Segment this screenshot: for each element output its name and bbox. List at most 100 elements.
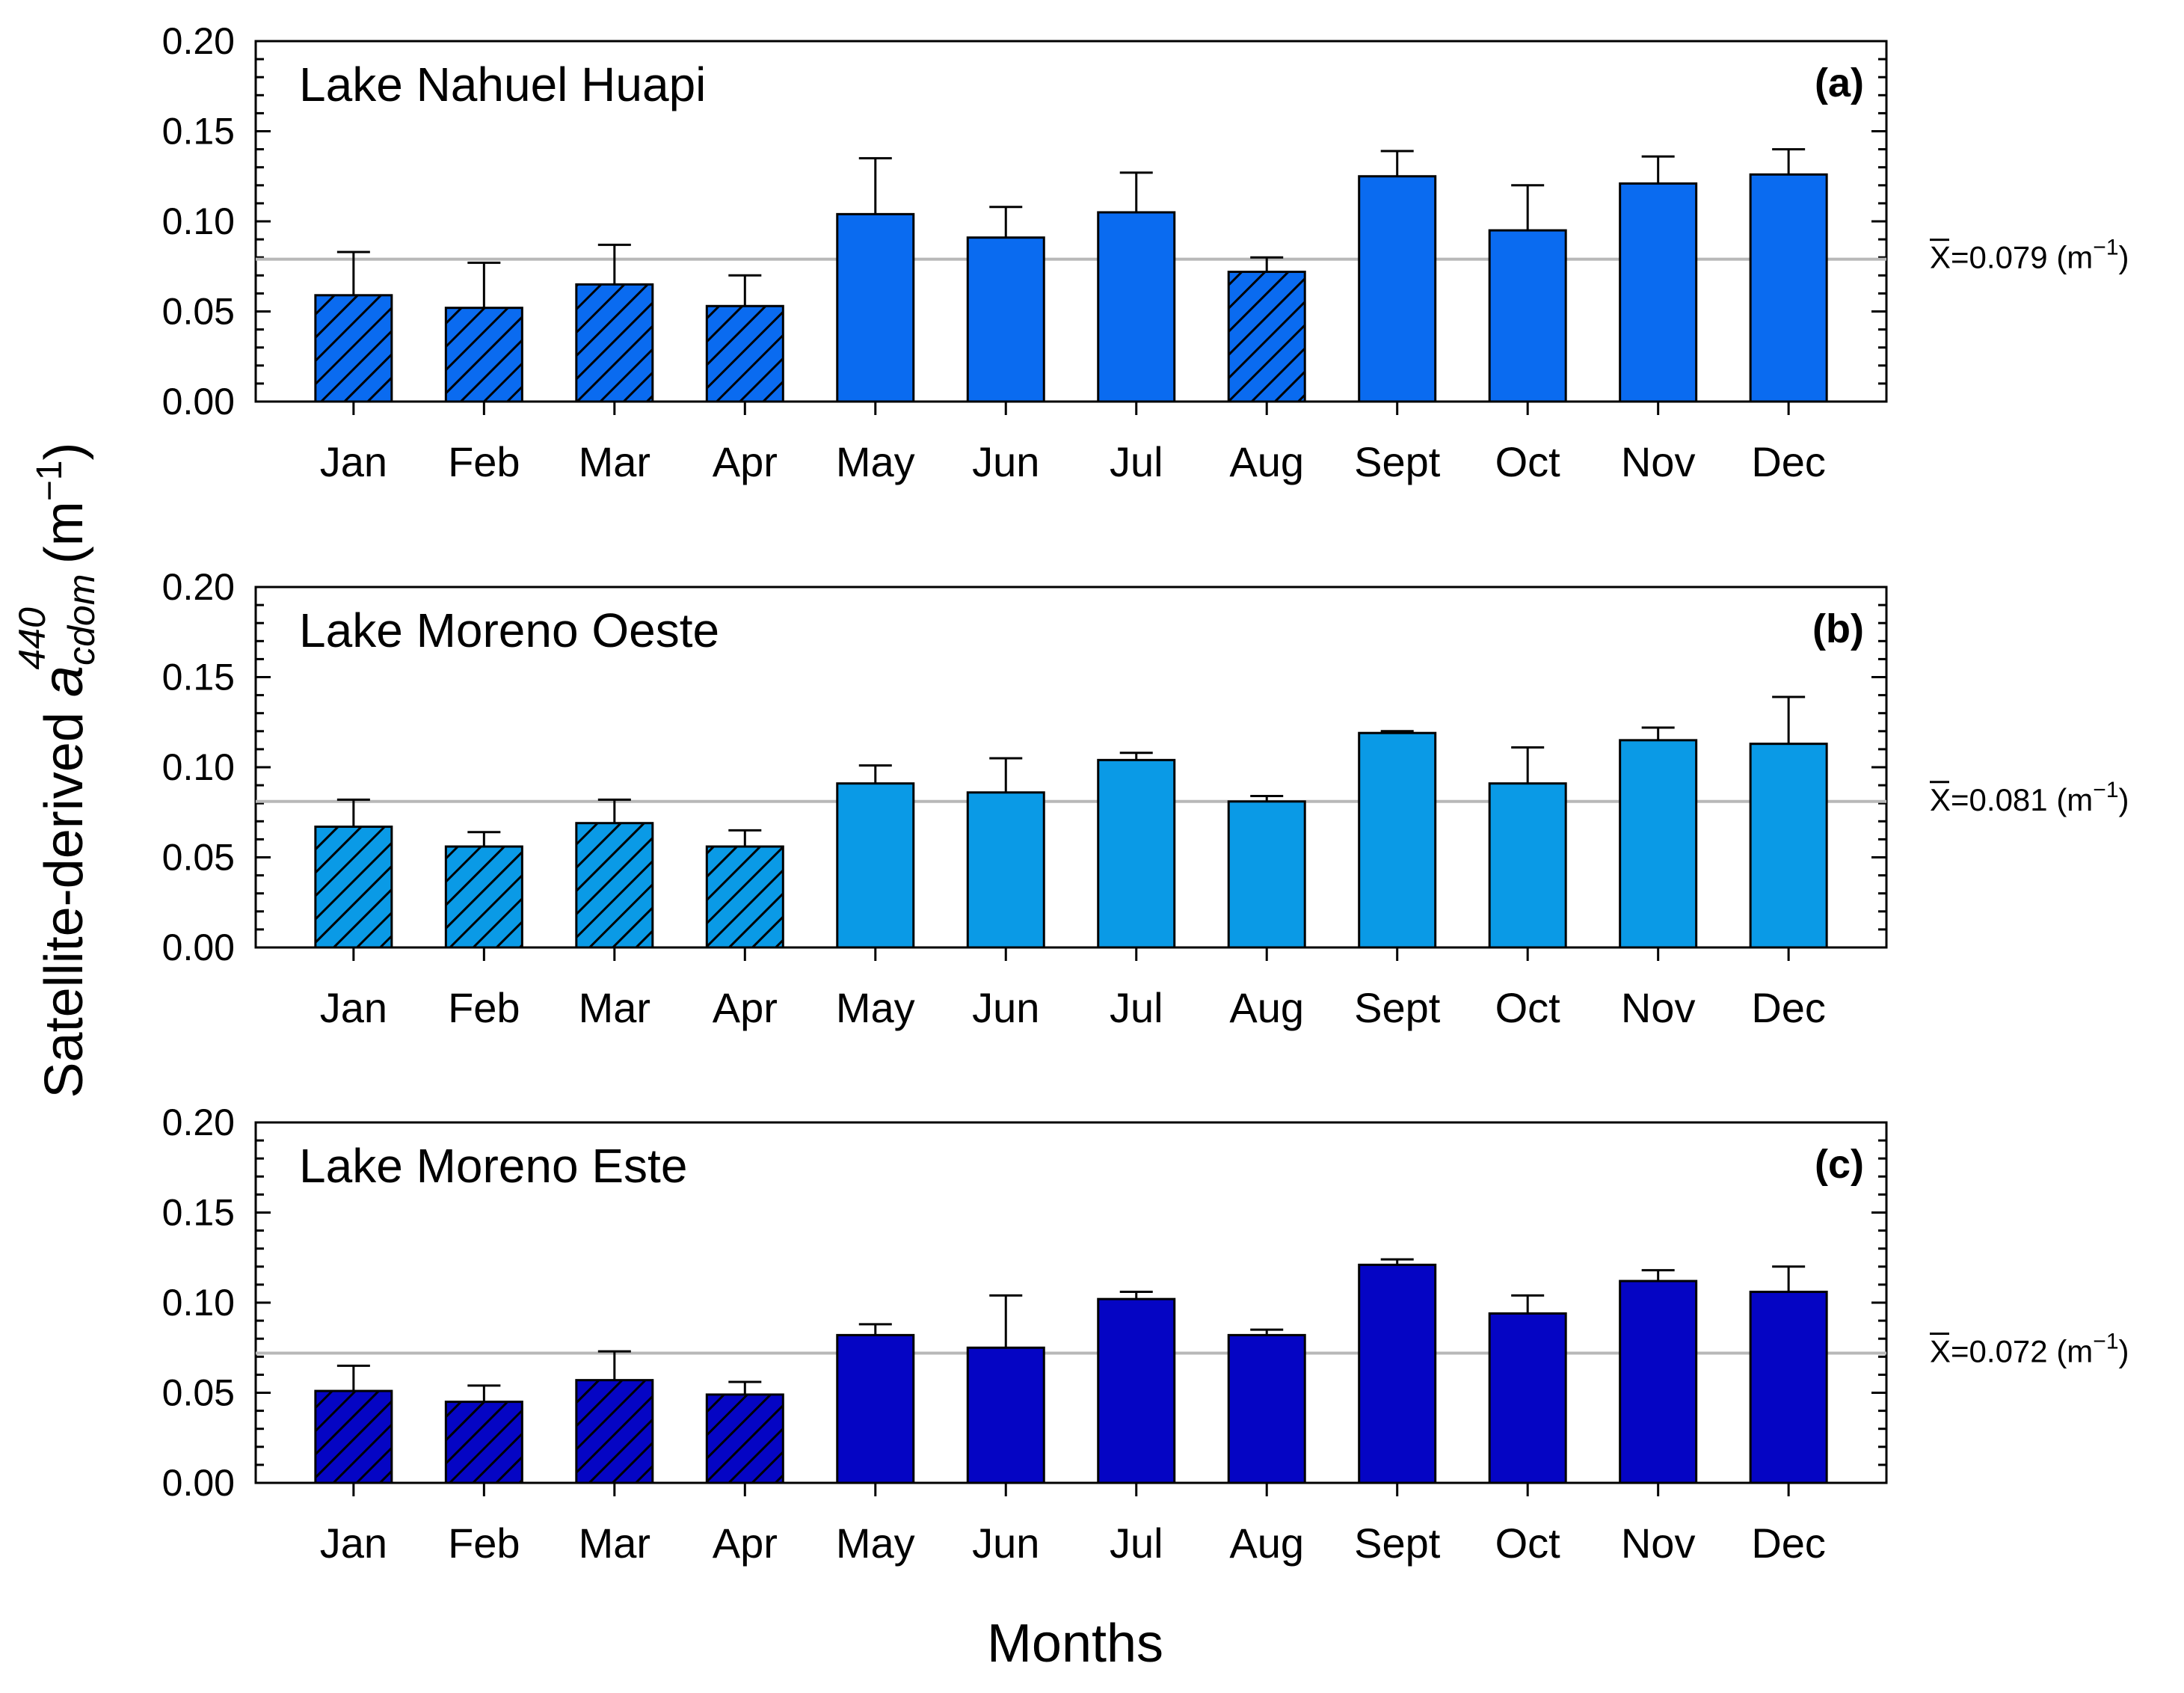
mean-label: X=0.081 (m−1) (1930, 778, 2129, 817)
y-axis-title: Satellite-derived acdom440 (m−1) (11, 443, 102, 1099)
y-axis-title-sub: cdom (61, 574, 102, 666)
y-tick-label: 0.15 (162, 111, 235, 153)
bar-nov (1619, 739, 1698, 949)
bar-jun (966, 791, 1045, 949)
mean-symbol: X (1930, 782, 1951, 817)
x-category-label: Feb (448, 984, 520, 1031)
x-category-label: Jul (1110, 984, 1163, 1031)
mean-text: =0.081 (m (1951, 782, 2093, 817)
panel-title: Lake Moreno Oeste (299, 603, 719, 657)
mean-close: ) (2119, 240, 2129, 275)
x-category-label: May (836, 1520, 915, 1567)
bar-jun (966, 236, 1045, 403)
panel-nahuel-huapi: 0.00 0.05 0.10 0.15 0.20 Jan Feb Mar Apr May Jun Ju… (162, 20, 2129, 485)
x-category-label: Feb (448, 1520, 520, 1567)
y-tick-label: 0.10 (162, 746, 235, 788)
bar-mar (575, 1379, 654, 1484)
x-category-label: Sept (1354, 1520, 1441, 1567)
mean-close: ) (2119, 1333, 2129, 1368)
bar-sept (1358, 1263, 1437, 1484)
x-axis-title: Months (987, 1614, 1163, 1674)
mean-label: X=0.079 (m−1) (1930, 236, 2129, 275)
bar-may (836, 782, 915, 949)
y-tick-label: 0.10 (162, 200, 235, 242)
x-category-label: Apr (713, 984, 778, 1031)
mean-close: ) (2119, 782, 2129, 817)
bar-sept (1358, 175, 1437, 403)
bar-jun (966, 1346, 1045, 1484)
bar-sept (1358, 731, 1437, 949)
x-category-label: Jun (972, 438, 1039, 485)
bar-nov (1619, 182, 1698, 403)
x-category-label: Dec (1751, 1520, 1826, 1567)
y-tick-label: 0.20 (162, 1101, 235, 1143)
x-category-label: Mar (579, 438, 650, 485)
x-category-label: Dec (1751, 984, 1826, 1031)
y-axis-title-unit-exp: −1 (30, 461, 70, 502)
y-axis-title-unit-close: ) (34, 443, 94, 461)
mean-text: =0.072 (m (1951, 1333, 2093, 1368)
bar-mar (575, 822, 654, 949)
bar-dec (1749, 173, 1828, 403)
panel-letter: (c) (1815, 1142, 1864, 1187)
x-category-label: Dec (1751, 438, 1826, 485)
bar-oct (1488, 782, 1567, 949)
x-category-label: Nov (1621, 984, 1696, 1031)
x-category-label: May (836, 438, 915, 485)
x-category-label: Aug (1229, 1520, 1304, 1567)
y-tick-label: 0.00 (162, 927, 235, 968)
y-tick-label: 0.10 (162, 1282, 235, 1324)
x-category-label: Oct (1495, 984, 1561, 1031)
y-axis-title-var: a (31, 666, 95, 697)
x-category-label: Jul (1110, 438, 1163, 485)
bar-may (836, 212, 915, 403)
x-category-label: Apr (713, 438, 778, 485)
bar-apr (705, 304, 784, 403)
x-category-label: Jan (320, 438, 387, 485)
bar-jul (1097, 211, 1176, 403)
bar-apr (705, 845, 784, 949)
panel-title: Lake Moreno Este (299, 1139, 687, 1193)
mean-exp: −1 (2093, 236, 2118, 260)
y-tick-label: 0.20 (162, 20, 235, 62)
x-category-label: Jan (320, 1520, 387, 1567)
mean-exp: −1 (2093, 1329, 2118, 1354)
x-category-label: Mar (579, 984, 650, 1031)
x-category-label: Oct (1495, 1520, 1561, 1567)
y-tick-label: 0.15 (162, 1192, 235, 1234)
bar-aug (1227, 270, 1306, 403)
x-category-label: Jul (1110, 1520, 1163, 1567)
bar-oct (1488, 1312, 1567, 1484)
bar-apr (705, 1393, 784, 1484)
bar-aug (1227, 1333, 1306, 1484)
bar-feb (444, 845, 523, 949)
x-category-label: Sept (1354, 438, 1441, 485)
x-category-label: Sept (1354, 984, 1441, 1031)
panel-letter: (b) (1812, 606, 1864, 651)
x-category-label: May (836, 984, 915, 1031)
bar-may (836, 1333, 915, 1484)
x-category-label: Feb (448, 438, 520, 485)
x-category-label: Aug (1229, 984, 1304, 1031)
y-axis-title-sup: 440 (11, 607, 53, 670)
x-category-label: Mar (579, 1520, 650, 1567)
x-category-label: Apr (713, 1520, 778, 1567)
y-tick-label: 0.00 (162, 381, 235, 423)
x-category-label: Oct (1495, 438, 1561, 485)
y-tick-label: 0.05 (162, 1372, 235, 1414)
panel-title: Lake Nahuel Huapi (299, 58, 706, 111)
x-category-label: Jan (320, 984, 387, 1031)
x-category-label: Nov (1621, 438, 1696, 485)
bar-jan (314, 294, 393, 403)
mean-exp: −1 (2093, 778, 2118, 802)
bar-feb (444, 1401, 523, 1484)
bar-jul (1097, 758, 1176, 949)
panel-moreno-este: 0.00 0.05 0.10 0.15 0.20 Jan Feb Mar Apr May Jun Ju… (162, 1101, 2129, 1567)
x-category-label: Aug (1229, 438, 1304, 485)
mean-label: X=0.072 (m−1) (1930, 1329, 2129, 1368)
x-category-label: Jun (972, 984, 1039, 1031)
bar-oct (1488, 229, 1567, 403)
x-category-label: Jun (972, 1520, 1039, 1567)
